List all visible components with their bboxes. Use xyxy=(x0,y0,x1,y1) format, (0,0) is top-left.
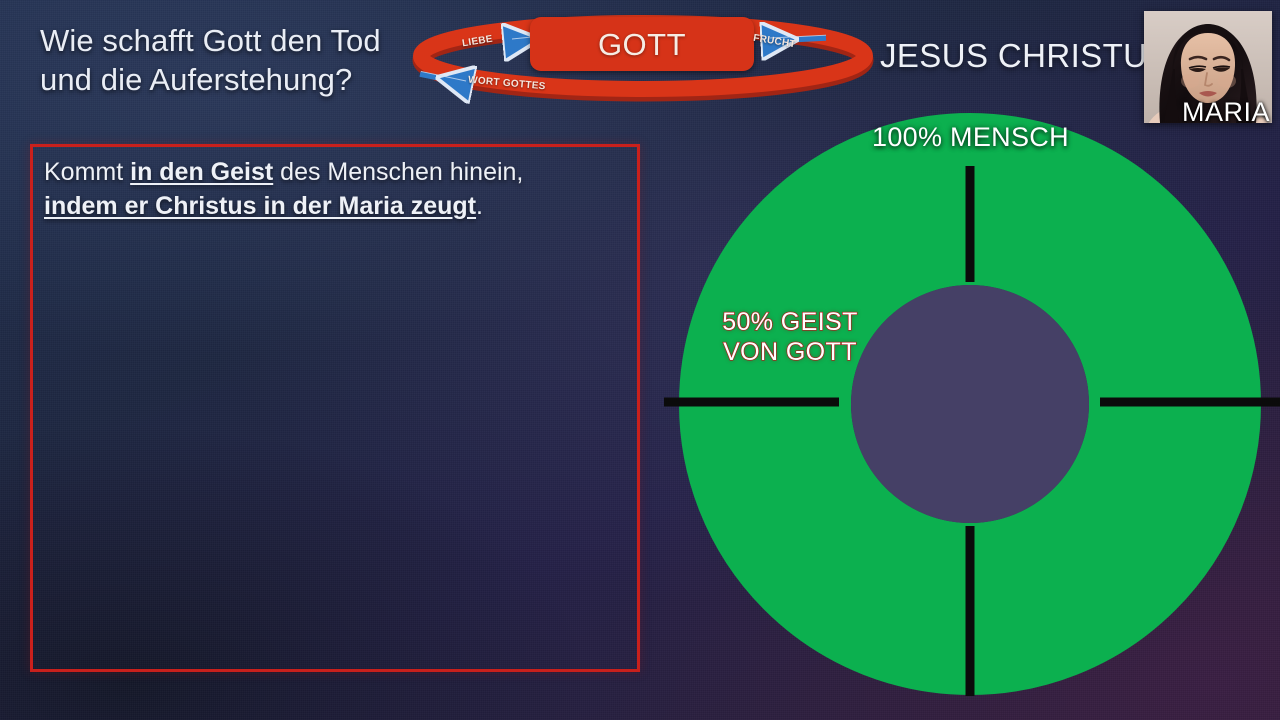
statement-part: des Menschen hinein, xyxy=(273,158,524,186)
statement-part: . xyxy=(476,192,483,220)
statement-box: Kommt in den Geist des Menschen hinein, i… xyxy=(30,144,640,672)
statement-text: Kommt in den Geist des Menschen hinein, i… xyxy=(44,155,634,223)
gott-center-box: GOTT xyxy=(530,17,754,71)
maria-photo: MARIA xyxy=(1144,11,1272,123)
donut-dividers xyxy=(664,166,1280,696)
page-title: Wie schafft Gott den Tod und die Auferst… xyxy=(40,23,381,98)
maria-caption: MARIA xyxy=(1181,97,1270,124)
arrow-wort-gottes xyxy=(419,74,468,84)
donut-chart: 100% MENSCH 50% GEIST VON GOTT xyxy=(664,108,1280,708)
woman-portrait-image xyxy=(1144,11,1272,123)
heading-jesus-christus: JESUS CHRISTUS xyxy=(880,37,1170,74)
arrow-frucht xyxy=(766,38,827,41)
statement-part-emphasis: in den Geist xyxy=(130,158,274,186)
statement-part: Kommt xyxy=(44,158,131,186)
donut-hole xyxy=(851,285,1089,523)
statement-part-emphasis: indem er Christus in der Maria zeugt xyxy=(44,192,477,220)
gott-label: GOTT xyxy=(597,26,687,62)
gott-cycle-diagram: GOTT LIEBE FRUCHT WORT GOTTES xyxy=(408,8,878,108)
donut-graphic xyxy=(664,113,1280,696)
